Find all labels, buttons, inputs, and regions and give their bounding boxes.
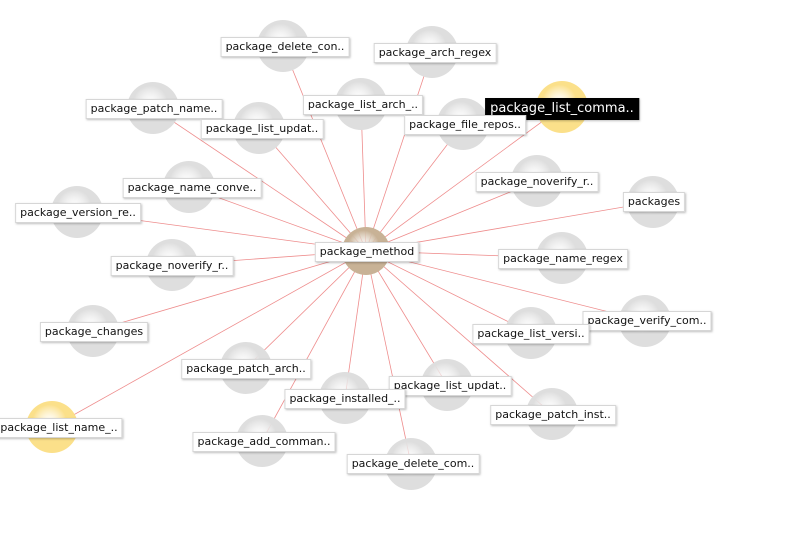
edge-n15 xyxy=(92,250,367,332)
node-label[interactable]: package_name_regex xyxy=(498,249,628,269)
node-label[interactable]: package_patch_arch.. xyxy=(181,359,311,379)
node-label[interactable]: package_file_repos.. xyxy=(404,115,526,135)
edge-n07 xyxy=(365,123,464,252)
node-label[interactable]: packages xyxy=(622,192,686,212)
edge-n16 xyxy=(365,250,532,334)
node-label[interactable]: package_noverify_r.. xyxy=(110,256,234,276)
node-label[interactable]: package_delete_com.. xyxy=(346,454,480,474)
edge-n05 xyxy=(365,106,563,252)
node-label[interactable]: package_patch_name.. xyxy=(85,99,223,119)
node-label[interactable]: package_list_arch_.. xyxy=(302,95,424,115)
edge-n17 xyxy=(245,250,367,369)
node-label[interactable]: package_name_conve.. xyxy=(122,178,262,198)
node-label[interactable]: package_list_comma.. xyxy=(485,98,639,120)
node-label[interactable]: package_delete_con.. xyxy=(220,37,350,57)
node-label[interactable]: package_installed_.. xyxy=(284,389,406,409)
node-label[interactable]: package_version_re.. xyxy=(15,203,141,223)
node-label[interactable]: package_verify_com.. xyxy=(582,311,712,331)
node-label[interactable]: package_changes xyxy=(39,322,149,342)
node-label[interactable]: package_arch_regex xyxy=(373,43,497,63)
edge-n01 xyxy=(282,45,367,252)
edge-n22 xyxy=(261,250,367,442)
edge-n18 xyxy=(365,250,448,386)
node-label[interactable]: package_list_updat.. xyxy=(200,119,324,139)
edge-n09 xyxy=(365,180,538,252)
edge-n02 xyxy=(365,51,433,252)
node-label[interactable]: package_patch_inst.. xyxy=(490,405,616,425)
node-label[interactable]: package_noverify_r.. xyxy=(475,172,599,192)
center-node-label[interactable]: package_method xyxy=(314,242,420,262)
node-label[interactable]: package_list_versi.. xyxy=(472,324,590,344)
edge-n23 xyxy=(365,250,412,465)
edge-n21 xyxy=(51,250,367,428)
node-label[interactable]: package_add_comman.. xyxy=(192,432,336,452)
edge-n06 xyxy=(258,127,367,252)
node-label[interactable]: package_list_updat.. xyxy=(388,376,512,396)
node-label[interactable]: package_list_name_.. xyxy=(0,418,123,438)
edge-n14 xyxy=(365,250,646,322)
edge-n20 xyxy=(365,250,553,415)
